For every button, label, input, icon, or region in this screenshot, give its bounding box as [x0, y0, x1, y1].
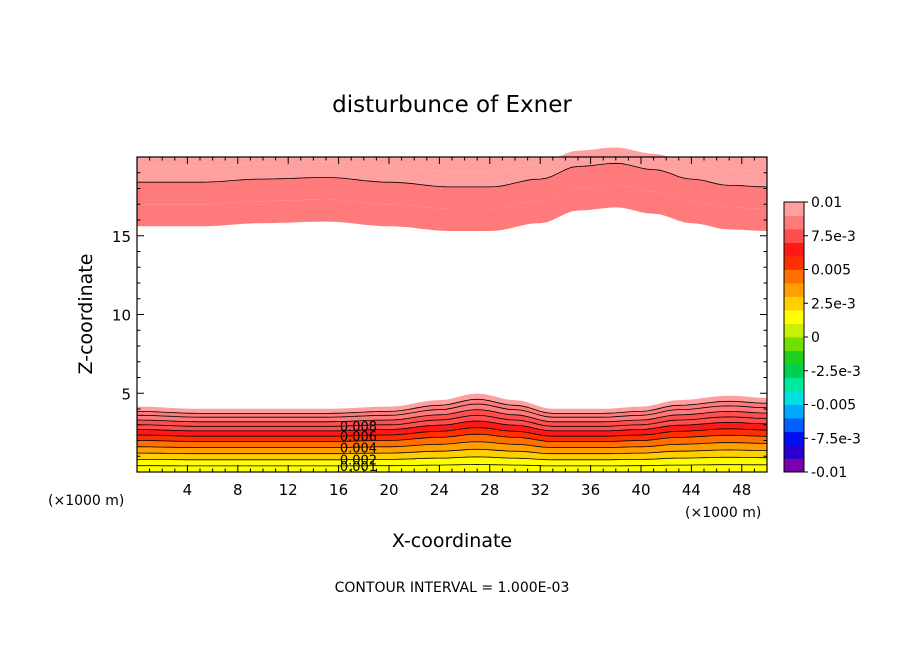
colorbar-label: 7.5e-3	[811, 229, 856, 245]
colorbar-label: -2.5e-3	[811, 364, 861, 380]
colorbar-swatch	[784, 242, 804, 257]
upper-band	[137, 185, 767, 231]
colorbar-swatch	[784, 229, 804, 243]
colorbar-swatch	[784, 458, 804, 473]
lower-contour-line	[137, 420, 768, 432]
lower-band	[137, 427, 767, 442]
colorbar-swatch	[784, 337, 804, 351]
lower-band	[137, 421, 767, 437]
colorbar-swatch	[784, 418, 804, 432]
x-tick-label: 16	[329, 481, 348, 499]
x-tick-label: 24	[430, 481, 449, 499]
colorbar-swatch	[784, 296, 804, 311]
y-axis: 5 10 15	[112, 172, 767, 457]
chart-title: disturbunce of Exner	[332, 92, 572, 118]
colorbar-label: 0	[811, 330, 820, 346]
lower-contour-line	[137, 456, 767, 461]
colorbar-swatch	[784, 323, 804, 338]
lower-contour-line	[137, 433, 768, 442]
y-tick-label: 10	[112, 307, 131, 325]
y-tick-label: 5	[121, 385, 131, 403]
contour-label: 0.001	[340, 460, 377, 475]
x-unit-right: (×1000 m)	[685, 505, 761, 521]
x-tick-label: 44	[682, 481, 701, 499]
lower-contour-line	[136, 409, 768, 423]
lower-contour-line	[137, 398, 768, 414]
upper-contour-line	[137, 162, 768, 188]
lower-contour-line	[137, 414, 768, 427]
contour-label: 0.004	[340, 441, 377, 456]
lower-contour-line	[137, 427, 768, 437]
contour-lines	[136, 162, 768, 467]
lower-band	[137, 456, 767, 466]
x-tick-label: 4	[183, 481, 193, 499]
x-tick-label: 8	[233, 481, 243, 499]
x-tick-label: 40	[631, 481, 650, 499]
colorbar-swatch	[784, 431, 804, 446]
y-axis-label: Z-coordinate	[75, 254, 97, 375]
x-tick-label: 12	[279, 481, 298, 499]
colorbar: 0.01 7.5e-3 0.005 2.5e-3 0 -2.5e-3 -0.005 -7.5e…	[783, 195, 861, 481]
contour-label: 0.008	[340, 420, 377, 435]
x-tick-label: 32	[531, 481, 550, 499]
x-tick-label: 20	[379, 481, 398, 499]
lower-contour-line	[137, 441, 767, 448]
contour-interval-note: CONTOUR INTERVAL = 1.000E-03	[335, 580, 570, 596]
colorbar-swatch	[784, 215, 804, 230]
colorbar-label: 0.01	[811, 195, 842, 211]
lower-band	[137, 415, 767, 431]
x-tick-label: 48	[732, 481, 751, 499]
colorbar-swatch	[784, 269, 804, 284]
colorbar-label: -0.005	[811, 398, 856, 414]
colorbar-label: -0.01	[811, 465, 847, 481]
contour-label: 0.006	[340, 430, 377, 445]
x-tick-label: 28	[480, 481, 499, 499]
y-tick-label: 15	[112, 228, 131, 246]
colorbar-swatch	[784, 445, 804, 459]
lower-band	[137, 441, 767, 454]
contour-label: 0.002	[340, 454, 377, 469]
colorbar-swatch	[784, 404, 804, 419]
lower-band	[137, 449, 767, 460]
colorbar-swatch	[784, 310, 804, 324]
x-unit-left: (×1000 m)	[48, 493, 124, 509]
lower-contour-line	[137, 448, 768, 455]
x-tick-label: 36	[581, 481, 600, 499]
colorbar-label: -7.5e-3	[811, 431, 861, 447]
colorbar-swatch	[784, 364, 804, 378]
upper-band	[137, 163, 767, 209]
lower-band	[137, 434, 767, 448]
colorbar-swatch	[784, 350, 804, 365]
lower-contour-line	[137, 403, 768, 418]
colorbar-label: 0.005	[811, 263, 851, 279]
x-axis: 4 8 12 16 20 24 28 32 36 40 44 48	[149, 157, 755, 499]
colorbar-swatch	[784, 283, 804, 297]
colorbar-swatch	[784, 202, 804, 216]
contour-fills	[137, 147, 767, 472]
colorbar-swatch	[784, 377, 804, 392]
colorbar-swatch	[784, 256, 804, 270]
colorbar-swatch	[784, 391, 804, 405]
lower-contour-line	[137, 463, 768, 467]
colorbar-label: 2.5e-3	[811, 296, 856, 312]
x-axis-label: X-coordinate	[392, 530, 512, 552]
